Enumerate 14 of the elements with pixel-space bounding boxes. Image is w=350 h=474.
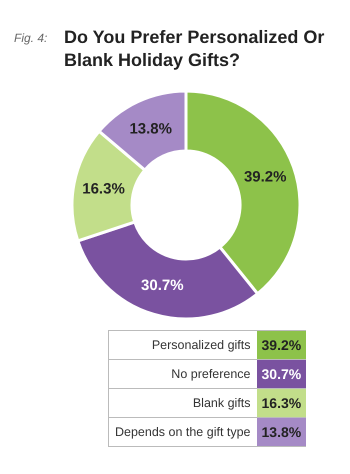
data-label: 13.8%	[129, 120, 172, 138]
text: 30.7%	[262, 366, 302, 382]
data-label: 30.7%	[141, 277, 184, 294]
legend-label: Depends on the gift type	[108, 418, 257, 446]
legend-label: Personalized gifts	[108, 330, 257, 360]
legend-label: No preference	[108, 360, 257, 388]
legend-label: Blank gifts	[108, 388, 257, 418]
text: 16.3%	[262, 395, 302, 411]
text: 39.2%	[262, 337, 302, 353]
chart-title: Do You Prefer Personalized Or Blank Holiday Gifts?	[64, 26, 326, 72]
data-label: 39.2%	[244, 168, 286, 186]
caption: Fig. 4:	[14, 30, 48, 47]
data-label: 16.3%	[82, 180, 125, 198]
text: 13.8%	[262, 424, 302, 440]
